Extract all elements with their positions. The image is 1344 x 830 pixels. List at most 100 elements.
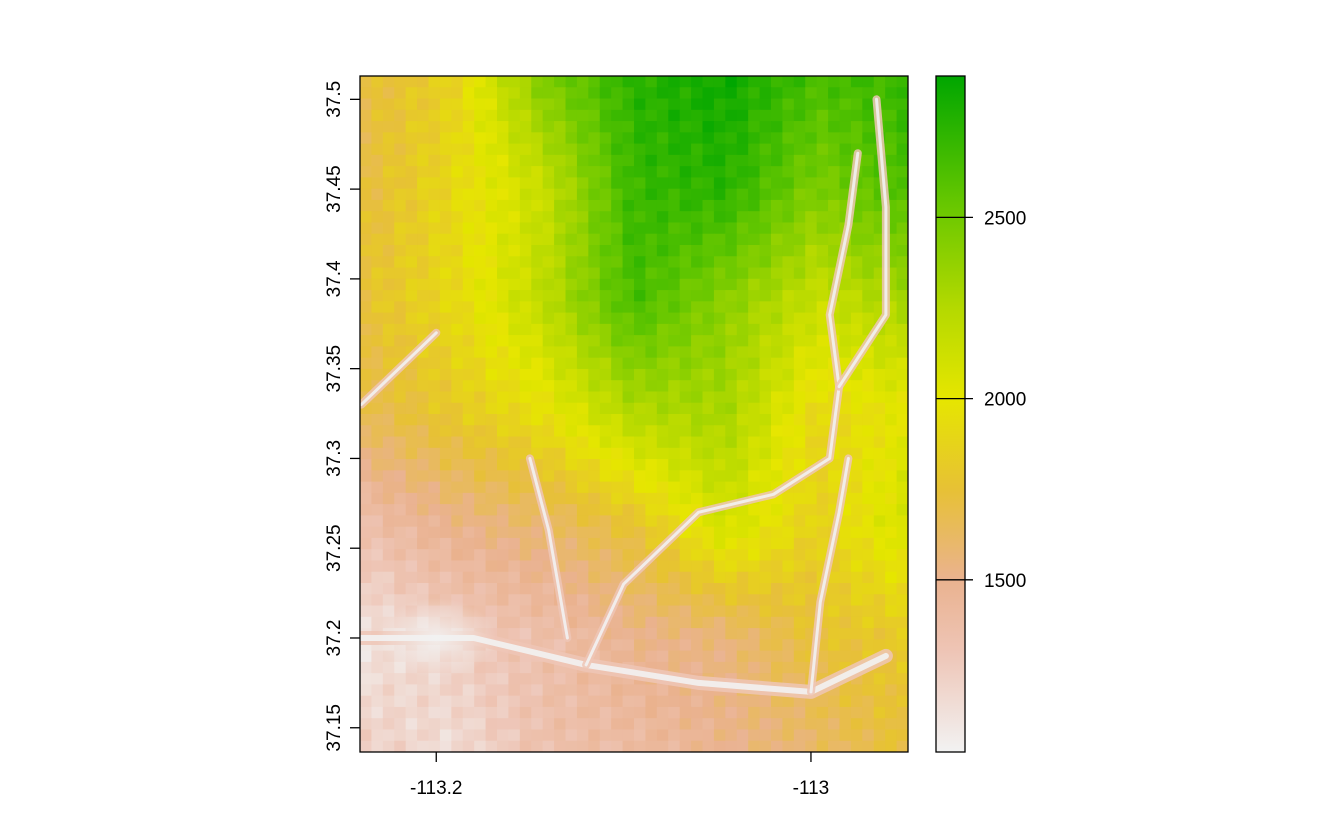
raster-cell xyxy=(782,650,795,663)
raster-cell xyxy=(439,549,452,562)
raster-cell xyxy=(885,740,898,752)
raster-cell xyxy=(713,560,726,573)
raster-cell xyxy=(691,98,704,111)
raster-cell xyxy=(417,459,430,471)
raster-cell xyxy=(748,470,761,483)
raster-cell xyxy=(656,447,669,460)
raster-cell xyxy=(656,109,669,122)
raster-cell xyxy=(576,143,589,156)
raster-cell xyxy=(428,526,441,539)
raster-cell xyxy=(508,459,521,471)
raster-cell xyxy=(428,256,441,269)
raster-cell xyxy=(862,132,875,145)
raster-cell xyxy=(405,211,418,224)
raster-cell xyxy=(485,549,498,562)
raster-cell xyxy=(873,391,886,404)
raster-cell xyxy=(485,121,498,133)
raster-cell xyxy=(805,380,818,393)
raster-cell xyxy=(405,357,418,370)
raster-cell xyxy=(565,335,578,347)
raster-cell xyxy=(702,391,715,404)
raster-cell xyxy=(360,605,373,618)
raster-cell xyxy=(896,380,908,393)
raster-cell xyxy=(394,98,407,111)
raster-cell xyxy=(588,188,601,201)
raster-cell xyxy=(554,425,567,438)
raster-cell xyxy=(736,661,749,674)
raster-cell xyxy=(771,76,784,88)
raster-cell xyxy=(531,323,544,336)
raster-cell xyxy=(485,425,498,438)
raster-cell xyxy=(382,571,395,584)
raster-cell xyxy=(691,616,704,629)
raster-cell xyxy=(439,504,452,516)
raster-cell xyxy=(862,695,875,708)
raster-cell xyxy=(508,605,521,618)
raster-cell xyxy=(542,729,555,742)
raster-cell xyxy=(382,740,395,752)
raster-cell xyxy=(474,526,487,539)
raster-cell xyxy=(439,233,452,246)
raster-cell xyxy=(622,267,635,280)
raster-cell xyxy=(622,492,635,505)
raster-cell xyxy=(736,639,749,652)
raster-cell xyxy=(599,346,612,359)
raster-cell xyxy=(451,740,464,752)
raster-cell xyxy=(702,560,715,573)
raster-cell xyxy=(668,391,681,404)
raster-cell xyxy=(519,718,532,731)
raster-cell xyxy=(668,718,681,731)
raster-cell xyxy=(679,740,692,752)
raster-cell xyxy=(816,143,829,156)
raster-cell xyxy=(576,515,589,528)
raster-cell xyxy=(428,233,441,246)
raster-cell xyxy=(873,425,886,438)
raster-cell xyxy=(565,560,578,573)
raster-cell xyxy=(748,211,761,224)
raster-cell xyxy=(782,560,795,573)
raster-cell xyxy=(839,380,852,393)
raster-cell xyxy=(439,481,452,494)
raster-cell xyxy=(713,143,726,156)
raster-cell xyxy=(542,391,555,404)
raster-cell xyxy=(554,132,567,145)
raster-cell xyxy=(531,571,544,584)
raster-cell xyxy=(748,425,761,438)
raster-cell xyxy=(497,368,510,381)
raster-cell xyxy=(805,188,818,201)
raster-cell xyxy=(782,312,795,325)
raster-cell xyxy=(508,109,521,122)
raster-cell xyxy=(805,391,818,404)
raster-cell xyxy=(725,729,738,742)
raster-cell xyxy=(451,549,464,562)
raster-cell xyxy=(565,312,578,325)
raster-cell xyxy=(850,740,863,752)
raster-cell xyxy=(668,290,681,302)
raster-cell xyxy=(485,492,498,505)
raster-cell xyxy=(519,571,532,584)
raster-cell xyxy=(771,380,784,393)
raster-cell xyxy=(748,177,761,190)
raster-cell xyxy=(394,109,407,122)
raster-cell xyxy=(645,76,658,88)
raster-cell xyxy=(611,222,624,235)
raster-cell xyxy=(451,290,464,302)
raster-cell xyxy=(588,492,601,505)
raster-cell xyxy=(850,335,863,347)
raster-cell xyxy=(862,492,875,505)
raster-cell xyxy=(702,109,715,122)
raster-cell xyxy=(702,481,715,494)
raster-cell xyxy=(759,740,772,752)
raster-cell xyxy=(439,132,452,145)
raster-cell xyxy=(816,211,829,224)
raster-cell xyxy=(862,222,875,235)
raster-cell xyxy=(873,628,886,640)
raster-cell xyxy=(588,594,601,607)
raster-cell xyxy=(759,718,772,731)
raster-cell xyxy=(896,290,908,302)
raster-cell xyxy=(634,447,647,460)
raster-cell xyxy=(645,109,658,122)
raster-cell xyxy=(394,402,407,415)
raster-cell xyxy=(576,571,589,584)
raster-cell xyxy=(405,447,418,460)
